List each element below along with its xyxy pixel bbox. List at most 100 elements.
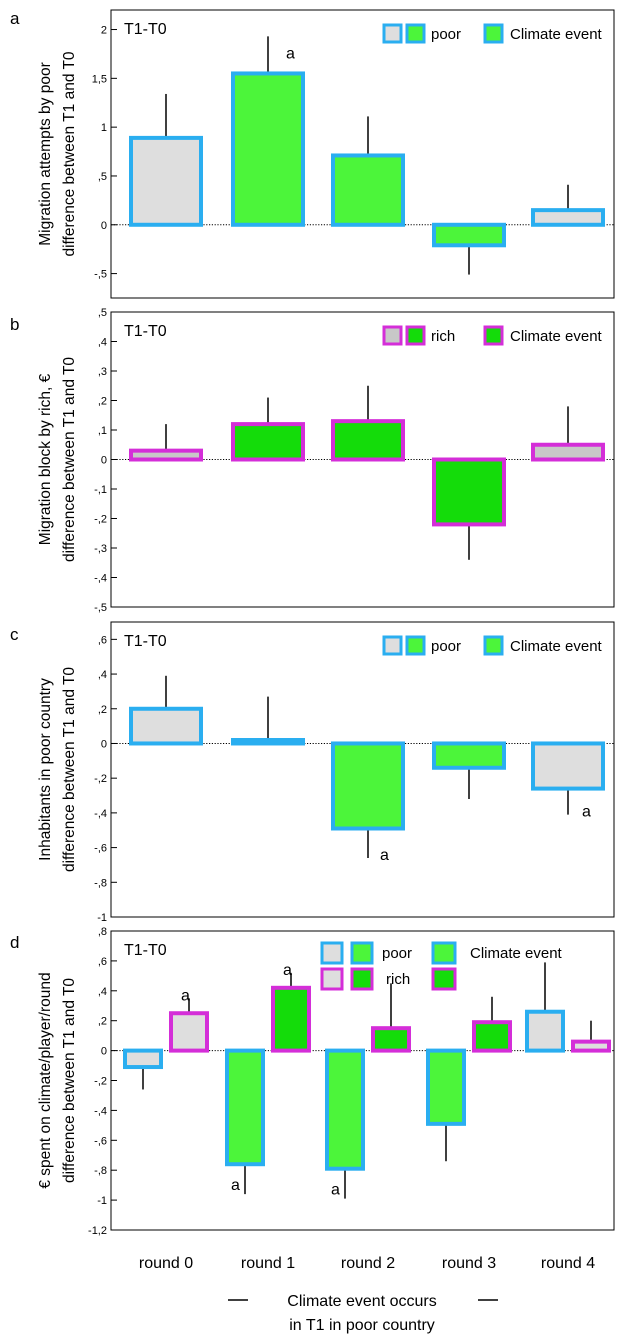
condition-label: T1-T0 bbox=[124, 942, 167, 959]
bar-round-3-rich bbox=[472, 1020, 512, 1053]
chart-panel-d: d -1,2 -1 -,8 -,6 -,4 -,2 0 ,2 ,4 ,6 ,8 € spent on c… bbox=[10, 926, 615, 1272]
y-tick-label: ,5 bbox=[98, 307, 107, 319]
y-tick-label: -,2 bbox=[94, 514, 107, 526]
y-tick-label: ,6 bbox=[98, 634, 107, 646]
significance-label: a bbox=[582, 804, 591, 821]
y-tick-label: ,2 bbox=[98, 704, 107, 716]
y-tick-label: 2 bbox=[101, 25, 107, 37]
footer-line-2: in T1 in poor country bbox=[289, 1317, 435, 1334]
legend-label-event: Climate event bbox=[510, 328, 603, 345]
y-tick-label: ,5 bbox=[98, 171, 107, 183]
y-tick-label: 0 bbox=[101, 1046, 107, 1058]
bar-round-2 bbox=[331, 419, 405, 462]
y-tick-label: ,2 bbox=[98, 1016, 107, 1028]
x-category-label: round 0 bbox=[139, 1255, 193, 1272]
bar-round-0-poor bbox=[123, 1048, 163, 1070]
bar-round-1-poor bbox=[225, 1048, 265, 1167]
y-tick-label: -,4 bbox=[94, 808, 107, 820]
y-tick-label: ,4 bbox=[98, 337, 107, 349]
legend-swatch-event-rich bbox=[431, 967, 457, 991]
bar-round-4 bbox=[531, 442, 605, 462]
y-tick-label: ,2 bbox=[98, 396, 107, 408]
y-tick-label: -,5 bbox=[94, 269, 107, 281]
y-axis-label: Migration block by rich, € bbox=[37, 373, 54, 545]
x-category-label: round 4 bbox=[541, 1255, 595, 1272]
y-tick-label: -,8 bbox=[94, 877, 107, 889]
legend-swatch-event bbox=[483, 325, 504, 346]
legend-swatch-rich-grey bbox=[320, 967, 344, 991]
y-tick-label: -,2 bbox=[94, 1076, 107, 1088]
y-tick-label: -,3 bbox=[94, 543, 107, 555]
panel-letter: a bbox=[10, 9, 20, 28]
legend-swatch-event bbox=[483, 635, 504, 656]
panel-letter: c bbox=[10, 625, 19, 644]
legend-swatch-green bbox=[405, 23, 426, 44]
bar-round-4-rich bbox=[571, 1039, 611, 1053]
y-tick-label: ,4 bbox=[98, 986, 107, 998]
bar-round-0-rich bbox=[169, 1011, 209, 1053]
legend-swatch-green bbox=[405, 635, 426, 656]
y-tick-label: ,8 bbox=[98, 926, 107, 938]
legend-label-poor: poor bbox=[382, 945, 412, 962]
y-tick-label: -,4 bbox=[94, 573, 107, 585]
legend-label-event: Climate event bbox=[510, 26, 603, 43]
bar-round-4-poor bbox=[525, 1009, 565, 1053]
y-tick-label: 0 bbox=[101, 220, 107, 232]
legend-swatch-rich-green bbox=[350, 967, 374, 991]
y-axis-label: difference between T1 and T0 bbox=[61, 51, 78, 256]
significance-label: a bbox=[283, 962, 292, 979]
bar-round-2-poor bbox=[325, 1048, 365, 1171]
footer-line-1: Climate event occurs bbox=[287, 1293, 436, 1310]
y-tick-label: 1,5 bbox=[92, 73, 107, 85]
y-tick-label: -1 bbox=[97, 1195, 107, 1207]
legend-label-event: Climate event bbox=[470, 945, 563, 962]
y-axis-label: Migration attempts by poor bbox=[37, 62, 54, 246]
y-tick-label: 0 bbox=[101, 738, 107, 750]
significance-label: a bbox=[286, 45, 295, 62]
significance-label: a bbox=[380, 847, 389, 864]
legend-label-group: poor bbox=[431, 638, 461, 655]
plot-frame bbox=[110, 621, 615, 918]
significance-label: a bbox=[231, 1177, 240, 1194]
y-tick-label: -,1 bbox=[94, 484, 107, 496]
y-tick-label: ,4 bbox=[98, 669, 107, 681]
significance-label: a bbox=[181, 987, 190, 1004]
condition-label: T1-T0 bbox=[124, 633, 167, 650]
legend-swatch-grey bbox=[382, 325, 403, 346]
significance-label: a bbox=[331, 1182, 340, 1199]
y-tick-label: -,5 bbox=[94, 602, 107, 614]
legend-swatch-poor-green bbox=[350, 941, 374, 965]
bar-round-1-rich bbox=[271, 985, 311, 1053]
bar-round-0 bbox=[129, 448, 203, 462]
y-axis-label: € spent on climate/player/round bbox=[37, 972, 54, 1188]
footer-note: Climate event occurs in T1 in poor countr… bbox=[228, 1293, 498, 1334]
y-tick-label: -,8 bbox=[94, 1165, 107, 1177]
panel-letter: d bbox=[10, 933, 19, 952]
legend-label-group: poor bbox=[431, 26, 461, 43]
panel-letter: b bbox=[10, 315, 19, 334]
legend-label-group: rich bbox=[431, 328, 455, 345]
plot-frame bbox=[110, 9, 615, 299]
condition-label: T1-T0 bbox=[124, 323, 167, 340]
y-tick-label: 0 bbox=[101, 455, 107, 467]
bar-round-3-poor bbox=[426, 1048, 466, 1126]
bar-round-2-rich bbox=[371, 1026, 411, 1053]
bar-round-0 bbox=[129, 135, 203, 227]
bar-round-1 bbox=[231, 422, 305, 462]
y-tick-label: 1 bbox=[101, 122, 107, 134]
y-axis-label: difference between T1 and T0 bbox=[61, 667, 78, 872]
y-axis-label: difference between T1 and T0 bbox=[61, 357, 78, 562]
bar-round-3 bbox=[432, 222, 506, 248]
legend-swatch-poor-grey bbox=[320, 941, 344, 965]
legend-swatch-event bbox=[483, 23, 504, 44]
legend-swatch-green bbox=[405, 325, 426, 346]
legend-label-event: Climate event bbox=[510, 638, 603, 655]
x-category-label: round 1 bbox=[241, 1255, 295, 1272]
y-tick-label: ,1 bbox=[98, 425, 107, 437]
bar-round-3 bbox=[432, 457, 506, 527]
y-tick-label: -1,2 bbox=[88, 1225, 107, 1237]
y-tick-label: -,6 bbox=[94, 843, 107, 855]
bar-round-1 bbox=[231, 738, 305, 746]
bar-round-4 bbox=[531, 208, 605, 227]
